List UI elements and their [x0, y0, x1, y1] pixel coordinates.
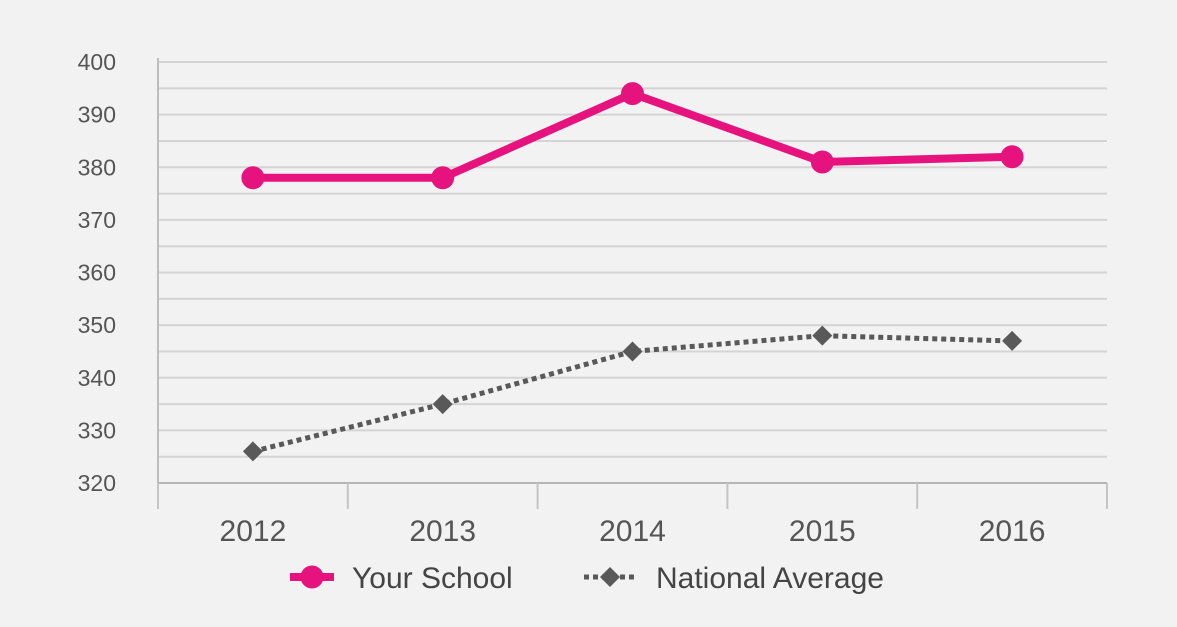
- data-point-2013: [431, 166, 455, 190]
- x-tick-label-2014: 2014: [599, 515, 666, 548]
- data-point-2015: [812, 325, 833, 346]
- legend: Your School National Average: [290, 562, 884, 595]
- y-tick-label-360: 360: [78, 260, 116, 286]
- x-tick-label-2013: 2013: [409, 515, 476, 548]
- legend-item-your-school: Your School: [290, 562, 513, 595]
- data-point-2016: [1002, 330, 1023, 351]
- axes: [157, 58, 1108, 509]
- x-tick-label-2016: 2016: [979, 515, 1046, 548]
- data-point-2014: [621, 82, 644, 106]
- legend-marker: [300, 565, 324, 589]
- x-tick-label-2015: 2015: [789, 515, 856, 548]
- y-axis-tick-labels: 320 330 340 350 360 370 380 390 400: [78, 49, 116, 496]
- y-tick-label-340: 340: [78, 365, 116, 391]
- series-line: [252, 333, 1013, 454]
- series-line: [248, 89, 1017, 182]
- x-tick-label-2012: 2012: [220, 515, 287, 548]
- data-point-2013: [432, 394, 453, 415]
- y-tick-label-380: 380: [78, 154, 116, 180]
- legend-marker: [600, 567, 620, 587]
- data-point-2015: [810, 150, 834, 174]
- data-point-2016: [1000, 145, 1024, 169]
- series-your-school: [241, 82, 1024, 190]
- legend-item-national-average: National Average: [584, 562, 884, 595]
- data-point-2014: [622, 341, 643, 362]
- legend-label: Your School: [352, 562, 513, 595]
- data-point-2012: [242, 441, 263, 462]
- y-tick-label-390: 390: [78, 102, 116, 128]
- series-national-average: [242, 325, 1023, 462]
- x-axis-tick-labels: 2012 2013 2014 2015 2016: [220, 515, 1046, 548]
- y-tick-label-400: 400: [78, 49, 116, 75]
- series: [241, 82, 1024, 462]
- legend-label: National Average: [656, 562, 884, 595]
- y-tick-label-330: 330: [78, 417, 116, 443]
- y-tick-label-320: 320: [78, 470, 116, 496]
- y-tick-label-370: 370: [78, 207, 116, 233]
- data-point-2012: [241, 166, 265, 190]
- y-tick-label-350: 350: [78, 312, 116, 338]
- gridlines: [158, 61, 1107, 458]
